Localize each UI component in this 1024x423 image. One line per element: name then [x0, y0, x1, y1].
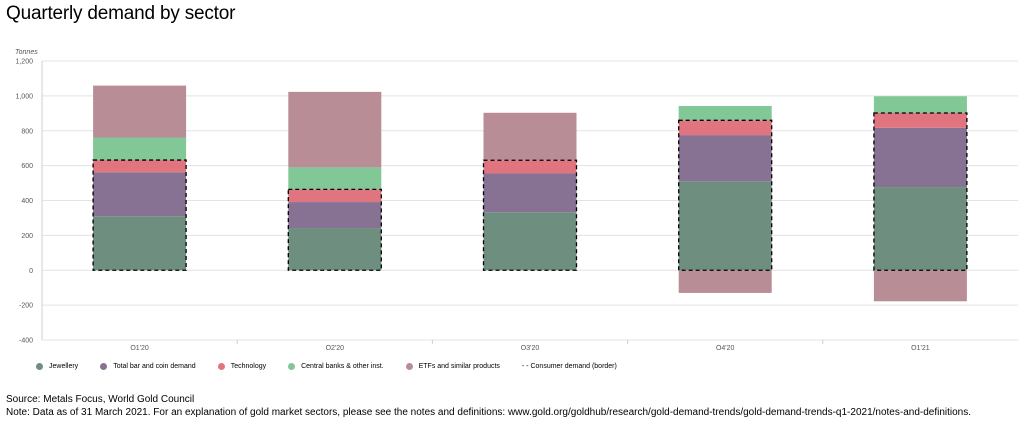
bar-segment-total-bar-and-coin-demand-4: [873, 127, 967, 188]
legend-label: Technology: [230, 363, 267, 370]
legend-item-consumer-demand: - - Consumer demand (border): [522, 363, 617, 370]
x-tick-label: Q1'20: [130, 345, 149, 350]
y-tick-label: 0: [29, 268, 33, 275]
consumer-demand-border-0: [92, 159, 187, 271]
legend-swatch: [100, 363, 108, 370]
bar-segment-total-bar-and-coin-demand-3: [678, 135, 772, 182]
bar-segment-total-bar-and-coin-demand-1: [288, 202, 382, 229]
bar-segment-central-banks-other-inst--0: [93, 137, 187, 161]
bar-segment-central-banks-other-inst--4: [873, 96, 967, 113]
y-tick-label: -400: [19, 338, 33, 345]
y-tick-label: 1,200: [15, 59, 33, 66]
consumer-demand-borders: [92, 112, 968, 271]
consumer-demand-border-1: [287, 188, 382, 271]
legend-item: Jewellery: [36, 363, 78, 370]
bar-segment-technology-4: [873, 112, 967, 128]
x-tick-label: Q2'20: [326, 345, 345, 350]
bar-segment-etfs-and-similar-products-3: [678, 270, 772, 293]
legend-swatch: [288, 363, 296, 370]
bar-segment-total-bar-and-coin-demand-0: [93, 172, 187, 217]
legend-label: Total bar and coin demand: [113, 363, 196, 370]
source-note: Source: Metals Focus, World Gold Council: [6, 394, 195, 405]
page-title: Quarterly demand by sector: [6, 3, 236, 24]
legend-label: Jewellery: [49, 363, 79, 370]
legend-swatch: [36, 363, 43, 370]
bar-segment-etfs-and-similar-products-0: [93, 85, 187, 138]
legend-item: Technology: [217, 363, 267, 370]
bar-segment-etfs-and-similar-products-4: [873, 270, 967, 302]
bar-segment-technology-0: [93, 160, 187, 173]
bar-segment-central-banks-other-inst--3: [678, 105, 772, 121]
y-tick-label: 200: [21, 233, 33, 240]
bar-segment-jewellery-3: [678, 181, 772, 271]
x-tick-label: Q3'20: [521, 345, 540, 350]
bar-segment-etfs-and-similar-products-1: [288, 91, 382, 168]
legend-item: Total bar and coin demand: [100, 363, 196, 370]
x-axis-ticks: Q1'20 Q2'20 Q3'20 Q4'20 Q1'21: [130, 340, 930, 350]
legend-item: Central banks & other inst.: [288, 363, 384, 370]
bar-segment-technology-1: [288, 189, 382, 203]
legend-swatch: [217, 363, 225, 370]
bar-segment-jewellery-4: [873, 187, 967, 271]
x-tick-label: Q4'20: [716, 345, 735, 350]
legend-item: ETFs and similar products: [405, 363, 500, 370]
x-tick-label: Q1'21: [911, 345, 930, 350]
bar-segment-technology-2: [483, 160, 577, 174]
bar-segment-total-bar-and-coin-demand-2: [483, 173, 577, 213]
legend-label: - - Consumer demand (border): [521, 363, 617, 370]
y-tick-label: 800: [21, 128, 33, 135]
legend: Jewellery Total bar and coin demand Techno…: [36, 363, 639, 370]
stacked-bar-chart: Tonnes -400 -200 0 200 400 600 800 1,000 1,200 Q…: [15, 49, 1018, 350]
bar-segment-jewellery-2: [483, 212, 577, 271]
y-tick-label: 600: [21, 163, 33, 170]
legend-label: Central banks & other inst.: [301, 363, 384, 370]
consumer-demand-border-2: [482, 159, 578, 271]
y-tick-label: -200: [19, 303, 33, 310]
y-axis-unit-label: Tonnes: [15, 49, 38, 56]
bar-segment-etfs-and-similar-products-2: [483, 112, 577, 161]
bar-segment-jewellery-1: [288, 228, 382, 271]
y-tick-label: 1,000: [15, 93, 33, 100]
bar-segment-jewellery-0: [93, 216, 187, 271]
bars: [93, 85, 967, 302]
bar-segment-central-banks-other-inst--1: [288, 167, 382, 190]
y-tick-label: 400: [21, 198, 33, 205]
consumer-demand-border-3: [678, 119, 773, 271]
legend-swatch: [405, 363, 413, 370]
y-axis-ticks: -400 -200 0 200 400 600 800 1,000 1,200: [15, 59, 33, 345]
consumer-demand-border-4: [873, 112, 968, 271]
legend-label: ETFs and similar products: [418, 363, 500, 370]
bar-segment-technology-3: [678, 120, 772, 136]
footnote: Note: Data as of 31 March 2021. For an e…: [6, 407, 972, 418]
